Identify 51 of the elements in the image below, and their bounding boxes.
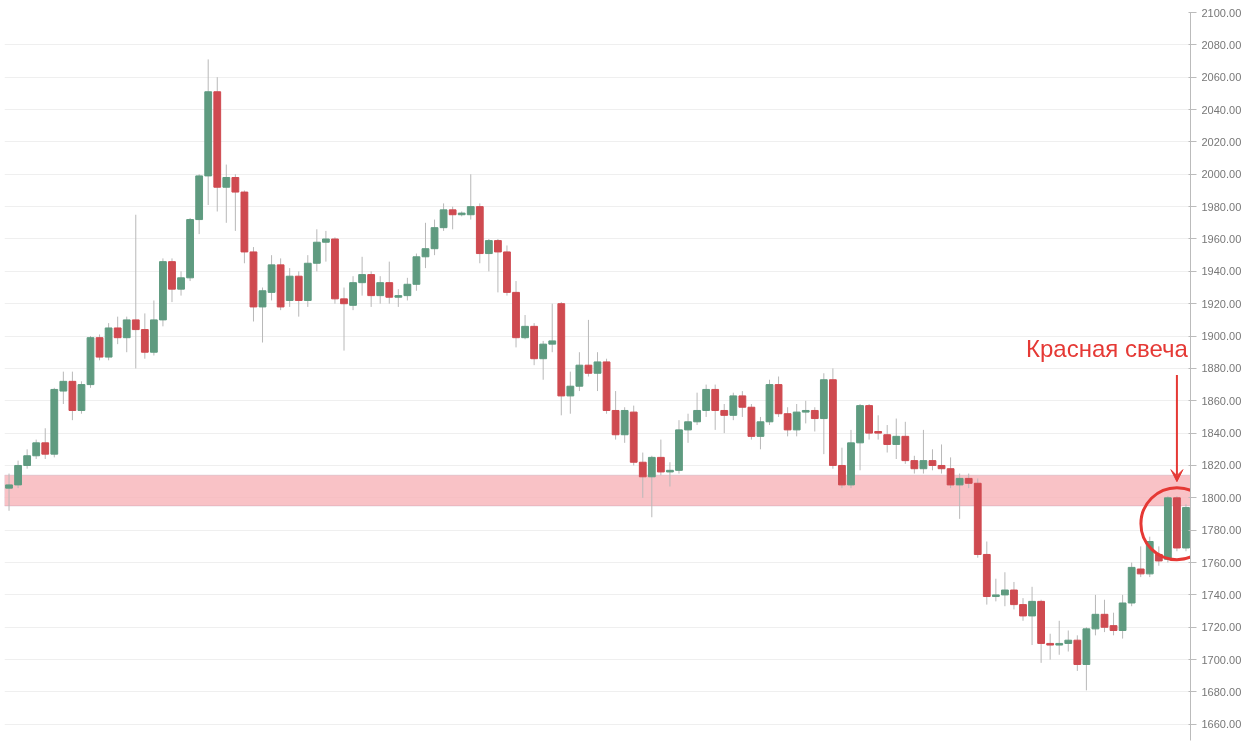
candlestick	[955, 473, 964, 520]
y-tick-label: 1820.00	[1201, 459, 1242, 472]
candlestick	[95, 333, 104, 361]
y-tick-label: 1880.00	[1201, 362, 1242, 375]
candlestick	[638, 452, 647, 499]
y-tick-label: 1980.00	[1201, 200, 1242, 213]
y-tick-label: 1760.00	[1201, 556, 1242, 569]
candlestick	[222, 164, 231, 224]
y-tick-label: 2020.00	[1201, 135, 1242, 148]
candlestick	[656, 439, 665, 476]
y-tick-label: 2080.00	[1201, 38, 1242, 51]
y-tick-label: 1780.00	[1201, 524, 1242, 537]
y-tick-label: 2060.00	[1201, 71, 1242, 84]
y-tick-label: 1740.00	[1201, 588, 1242, 601]
candlestick	[810, 406, 819, 432]
candlestick	[41, 427, 50, 460]
candlestick	[1028, 586, 1036, 646]
candlestick	[575, 351, 584, 392]
y-tick-label: 1860.00	[1201, 394, 1242, 407]
y-tick-label: 1700.00	[1201, 653, 1242, 666]
candlestick	[647, 455, 656, 518]
annotation: Красная свеча	[1025, 334, 1189, 362]
y-tick-label: 1800.00	[1201, 491, 1242, 504]
candlestick	[584, 319, 593, 377]
y-tick-label: 1840.00	[1201, 427, 1242, 440]
y-tick-label: 1960.00	[1201, 232, 1242, 245]
candlestick	[883, 424, 892, 454]
y-tick-label: 1660.00	[1201, 718, 1242, 731]
y-tick-label: 2100.00	[1201, 6, 1242, 19]
candlestick	[113, 316, 122, 345]
candlestick	[376, 275, 385, 305]
candlestick	[122, 316, 131, 353]
candlestick	[1136, 545, 1145, 578]
y-tick-label: 2040.00	[1201, 103, 1242, 116]
candlestick	[385, 261, 394, 305]
candlestick	[484, 238, 493, 272]
y-tick-label: 2000.00	[1201, 168, 1242, 181]
y-tick-label: 1900.00	[1201, 330, 1242, 343]
y-tick-label: 1720.00	[1201, 621, 1242, 634]
y-tick-label: 1940.00	[1201, 265, 1242, 278]
candlestick	[729, 392, 738, 421]
candlestick	[593, 351, 602, 392]
candlestick	[892, 418, 901, 460]
y-tick-label: 1920.00	[1201, 297, 1242, 310]
candlestick	[521, 314, 529, 340]
candlestick	[439, 202, 448, 232]
candlestick	[566, 371, 575, 415]
candlestick	[448, 206, 457, 230]
candlestick	[919, 429, 928, 475]
y-tick-label: 1680.00	[1201, 685, 1242, 698]
candlestick	[367, 270, 376, 308]
